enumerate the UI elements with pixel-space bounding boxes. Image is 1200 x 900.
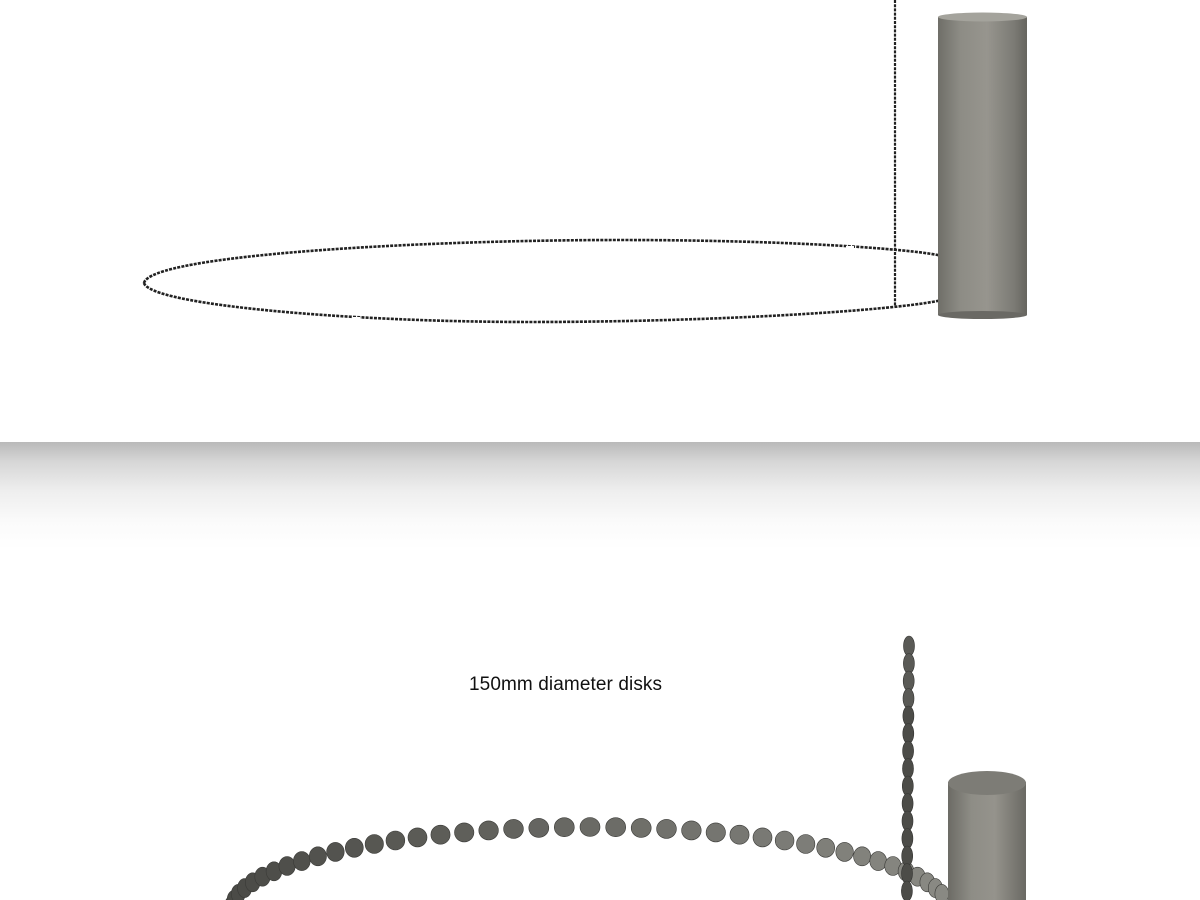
disk-chain <box>901 635 915 900</box>
cylinder-top-face <box>938 12 1027 22</box>
chain-disk <box>902 758 914 779</box>
bottom-render-view <box>0 550 1200 900</box>
disk <box>869 851 887 871</box>
chain-disk <box>902 723 915 744</box>
disk <box>364 834 384 854</box>
disk <box>407 827 428 848</box>
chain-disk <box>901 793 914 814</box>
disk <box>605 817 627 838</box>
cylinder-top-face <box>948 771 1026 795</box>
chain-disk <box>901 810 914 832</box>
disk <box>752 827 773 848</box>
disk <box>934 884 949 900</box>
disk <box>293 851 311 871</box>
chain-disk <box>901 828 914 849</box>
chain-disk <box>903 653 915 674</box>
chain-disk <box>902 740 914 762</box>
disk <box>796 834 816 854</box>
disk <box>705 822 726 843</box>
top-render-view <box>0 0 1200 442</box>
disk <box>503 819 524 839</box>
wire-ring-back <box>142 238 943 284</box>
disk <box>454 822 475 843</box>
chain-disk <box>902 705 915 727</box>
disk <box>835 842 854 862</box>
disk <box>430 824 451 845</box>
top-scene <box>142 0 1027 324</box>
disk <box>478 820 499 841</box>
disk <box>385 830 406 851</box>
disk <box>579 817 601 837</box>
disk <box>553 817 575 838</box>
disk <box>816 837 836 858</box>
chain-disk <box>901 845 914 867</box>
chain-disk <box>901 863 913 884</box>
disk <box>729 824 750 845</box>
cylinder-post <box>948 771 1026 900</box>
chain-disk <box>902 688 915 709</box>
disk <box>326 842 345 862</box>
disk <box>681 820 702 841</box>
disk <box>528 818 550 838</box>
disk-ring <box>225 817 949 900</box>
chain-disk <box>903 635 915 657</box>
wire-ring-front <box>142 282 943 324</box>
chain-disk <box>901 775 914 797</box>
wire-highlight <box>352 317 360 320</box>
disk <box>278 856 296 876</box>
disk <box>853 846 872 867</box>
caption-label: 150mm diameter disks <box>469 674 663 695</box>
disk <box>656 819 677 839</box>
chain-disk <box>901 880 913 900</box>
chain-disk <box>902 670 915 692</box>
disk <box>308 846 327 867</box>
disk <box>630 818 652 838</box>
disk <box>774 830 795 851</box>
cylinder-post <box>938 12 1027 319</box>
wire-highlight <box>846 246 854 249</box>
panel-divider <box>0 442 1200 550</box>
disk <box>344 837 364 858</box>
bottom-scene <box>225 635 1026 900</box>
